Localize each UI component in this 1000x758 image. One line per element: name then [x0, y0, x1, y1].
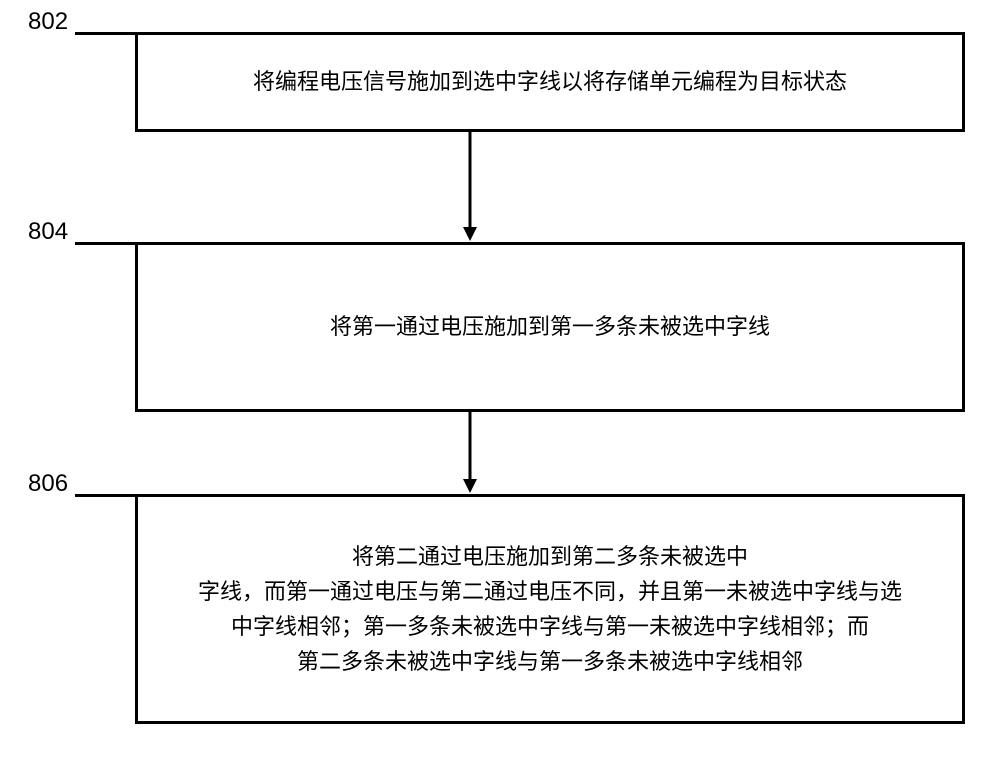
flowchart-canvas: 802 804 806 将编程电压信号施加到选中字线以将存储单元编程为目标状态 … — [0, 0, 1000, 758]
flow-arrow — [0, 0, 1000, 758]
